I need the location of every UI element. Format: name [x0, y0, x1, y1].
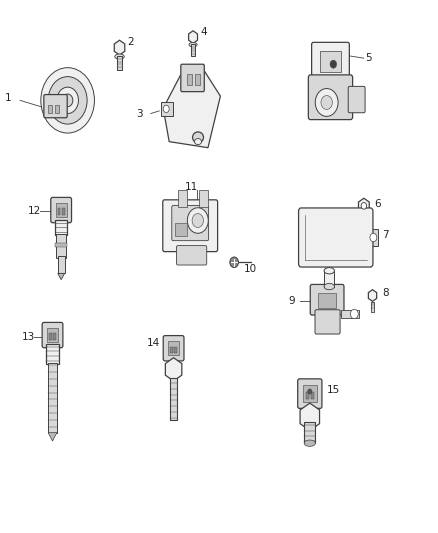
- Circle shape: [163, 105, 169, 112]
- Bar: [311, 392, 314, 399]
- Circle shape: [307, 389, 312, 394]
- Bar: [62, 208, 65, 215]
- FancyBboxPatch shape: [311, 42, 350, 80]
- Bar: [55, 220, 67, 236]
- FancyBboxPatch shape: [163, 336, 184, 361]
- Circle shape: [63, 94, 73, 107]
- Text: 5: 5: [366, 53, 372, 63]
- Bar: [58, 208, 60, 215]
- Bar: [371, 302, 374, 312]
- Text: 2: 2: [127, 37, 134, 47]
- Polygon shape: [166, 358, 182, 381]
- Ellipse shape: [304, 440, 315, 446]
- Polygon shape: [163, 69, 220, 148]
- Circle shape: [48, 77, 87, 124]
- Text: 11: 11: [184, 182, 198, 192]
- Bar: [58, 256, 65, 273]
- Bar: [187, 74, 191, 85]
- Bar: [56, 235, 66, 257]
- Bar: [48, 104, 52, 113]
- Bar: [340, 310, 359, 318]
- Text: 6: 6: [374, 199, 381, 209]
- Bar: [174, 346, 177, 353]
- Text: 4: 4: [201, 27, 208, 37]
- Text: 13: 13: [22, 332, 35, 342]
- Polygon shape: [300, 403, 320, 431]
- Polygon shape: [114, 40, 125, 55]
- Bar: [304, 422, 315, 443]
- Bar: [320, 51, 341, 72]
- Circle shape: [361, 203, 367, 209]
- Ellipse shape: [189, 43, 197, 47]
- Bar: [175, 223, 187, 236]
- Polygon shape: [368, 289, 377, 301]
- Text: 3: 3: [136, 109, 142, 118]
- FancyBboxPatch shape: [299, 208, 373, 267]
- Bar: [170, 378, 177, 420]
- FancyBboxPatch shape: [172, 206, 208, 241]
- FancyBboxPatch shape: [163, 200, 218, 252]
- Text: 9: 9: [288, 296, 295, 306]
- Bar: [55, 104, 59, 113]
- Polygon shape: [48, 433, 57, 441]
- Text: 14: 14: [147, 338, 160, 348]
- Bar: [178, 190, 187, 207]
- Ellipse shape: [359, 213, 369, 217]
- Bar: [46, 344, 60, 364]
- Bar: [47, 328, 58, 342]
- FancyBboxPatch shape: [298, 379, 322, 408]
- Polygon shape: [58, 273, 65, 280]
- Ellipse shape: [194, 139, 201, 144]
- FancyBboxPatch shape: [315, 310, 340, 334]
- Circle shape: [192, 214, 204, 228]
- Circle shape: [321, 95, 332, 109]
- Bar: [53, 333, 56, 340]
- Text: 15: 15: [327, 385, 340, 395]
- Bar: [117, 56, 122, 70]
- FancyBboxPatch shape: [308, 75, 353, 119]
- Bar: [170, 346, 173, 353]
- Bar: [324, 271, 335, 287]
- Circle shape: [370, 233, 377, 241]
- Circle shape: [330, 60, 337, 68]
- Bar: [55, 243, 67, 247]
- Circle shape: [41, 68, 95, 133]
- FancyBboxPatch shape: [44, 94, 67, 118]
- Bar: [306, 392, 308, 399]
- Circle shape: [315, 88, 338, 116]
- Text: 1: 1: [5, 93, 11, 103]
- FancyBboxPatch shape: [51, 197, 71, 223]
- Polygon shape: [189, 31, 198, 43]
- Text: 10: 10: [244, 264, 257, 274]
- Bar: [369, 229, 378, 246]
- Ellipse shape: [115, 54, 124, 59]
- Ellipse shape: [324, 268, 335, 274]
- FancyBboxPatch shape: [348, 86, 365, 113]
- Bar: [191, 44, 195, 56]
- Bar: [161, 102, 173, 116]
- Bar: [56, 203, 67, 217]
- Text: 12: 12: [28, 206, 41, 216]
- FancyBboxPatch shape: [310, 285, 344, 315]
- Ellipse shape: [324, 284, 335, 290]
- Polygon shape: [358, 198, 369, 213]
- Bar: [168, 342, 179, 355]
- Bar: [303, 385, 317, 402]
- FancyBboxPatch shape: [181, 64, 204, 92]
- Circle shape: [230, 257, 238, 268]
- Bar: [199, 190, 208, 207]
- Bar: [318, 293, 336, 308]
- Bar: [194, 74, 200, 85]
- Text: 7: 7: [382, 230, 389, 240]
- Circle shape: [187, 208, 208, 233]
- FancyBboxPatch shape: [177, 246, 207, 265]
- Text: 8: 8: [382, 288, 389, 298]
- Ellipse shape: [193, 132, 204, 143]
- FancyBboxPatch shape: [42, 322, 63, 348]
- Circle shape: [350, 309, 358, 319]
- Circle shape: [57, 87, 78, 114]
- Bar: [48, 363, 57, 433]
- Bar: [49, 333, 52, 340]
